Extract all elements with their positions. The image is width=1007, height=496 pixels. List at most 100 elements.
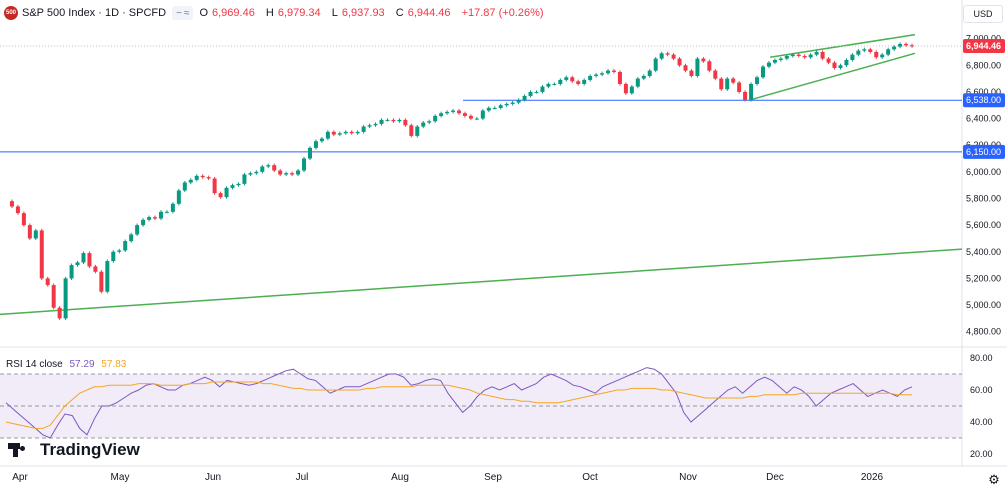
candle-body bbox=[272, 165, 277, 171]
rsi-tick-label: 40.00 bbox=[970, 417, 993, 427]
candle-body bbox=[260, 166, 265, 172]
candle-body bbox=[105, 261, 110, 292]
candle-body bbox=[451, 110, 456, 112]
candle-body bbox=[147, 217, 152, 220]
candle-body bbox=[409, 125, 414, 136]
price-tick-label: 5,800.00 bbox=[966, 193, 1001, 203]
last-price-text: 6,944.46 bbox=[966, 41, 1001, 51]
candle-body bbox=[826, 58, 831, 63]
candle-body bbox=[576, 81, 581, 84]
candle-body bbox=[534, 91, 539, 93]
candle-body bbox=[737, 82, 742, 92]
candle-body bbox=[796, 54, 801, 56]
rsi-header[interactable]: RSI 14 close 57.29 57.83 bbox=[6, 359, 126, 370]
candle-body bbox=[898, 43, 903, 47]
candle-body bbox=[421, 122, 426, 127]
candle-body bbox=[331, 131, 336, 135]
candle-body bbox=[760, 66, 765, 78]
candle-body bbox=[397, 119, 402, 122]
candle-body bbox=[540, 86, 545, 92]
compare-chip[interactable]: − ≈ bbox=[172, 6, 194, 20]
rsi-tick-label: 20.00 bbox=[970, 449, 993, 459]
high-value: 6,979.34 bbox=[277, 7, 321, 19]
candle-body bbox=[892, 46, 897, 50]
candle-body bbox=[284, 173, 289, 175]
candle-body bbox=[522, 95, 527, 100]
level-price-tag bbox=[963, 93, 1005, 108]
candle-body bbox=[27, 225, 32, 239]
candle-body bbox=[635, 78, 640, 87]
candle-body bbox=[772, 59, 777, 63]
candle-body bbox=[194, 175, 199, 180]
candle-body bbox=[361, 126, 366, 132]
candle-body bbox=[731, 78, 736, 83]
change-value: +17.87 (+0.26%) bbox=[461, 7, 544, 19]
candle-body bbox=[611, 70, 616, 72]
candle-body bbox=[45, 278, 50, 286]
candle-body bbox=[200, 175, 205, 178]
rsi-ma-value: 57.83 bbox=[101, 359, 127, 370]
candle-body bbox=[158, 211, 163, 219]
price-tick-label: 6,600.00 bbox=[966, 87, 1001, 97]
candle-body bbox=[492, 107, 497, 109]
candle-body bbox=[659, 53, 664, 59]
candle-body bbox=[838, 65, 843, 68]
candle-body bbox=[415, 126, 420, 136]
candle-body bbox=[170, 203, 175, 212]
gear-icon[interactable]: ⚙ bbox=[988, 472, 1000, 487]
candle-body bbox=[713, 70, 718, 79]
tradingview-logo[interactable]: TradingView bbox=[8, 440, 140, 460]
candle-body bbox=[212, 178, 217, 194]
candle-body bbox=[665, 53, 670, 55]
level-price-tag bbox=[963, 144, 1005, 159]
candle-body bbox=[93, 266, 98, 272]
candle-body bbox=[480, 110, 485, 119]
candle-body bbox=[313, 141, 318, 148]
time-tick-label: Nov bbox=[679, 472, 697, 483]
sp500-logo-icon: 500 bbox=[4, 6, 18, 20]
candle-body bbox=[558, 79, 563, 84]
candle-body bbox=[695, 58, 700, 76]
candle-body bbox=[856, 50, 861, 55]
candle-body bbox=[707, 61, 712, 71]
candle-body bbox=[689, 70, 694, 76]
currency-button[interactable]: USD bbox=[963, 5, 1003, 23]
candle-body bbox=[164, 211, 169, 213]
candle-body bbox=[236, 183, 241, 186]
candle-body bbox=[457, 110, 461, 114]
candle-body bbox=[403, 119, 408, 126]
chart-header: 500 S&P 500 Index · 1D · SPCFD − ≈ O 6,96… bbox=[4, 4, 548, 22]
time-tick-label: Sep bbox=[484, 472, 502, 483]
candle-body bbox=[504, 103, 509, 106]
time-tick-label: Aug bbox=[391, 472, 409, 483]
candle-body bbox=[808, 54, 813, 58]
candle-body bbox=[254, 171, 259, 174]
candle-body bbox=[725, 78, 730, 90]
candle-body bbox=[75, 262, 80, 266]
trend-line bbox=[0, 248, 963, 316]
candle-body bbox=[302, 158, 307, 171]
time-tick-label: Apr bbox=[12, 472, 28, 483]
candle-body bbox=[367, 125, 372, 127]
candle-body bbox=[117, 250, 122, 252]
minus-icon: − bbox=[176, 7, 182, 19]
candle-body bbox=[141, 219, 146, 226]
candle-body bbox=[153, 217, 158, 219]
candle-body bbox=[9, 201, 14, 207]
rsi-value: 57.29 bbox=[69, 359, 95, 370]
price-tick-label: 5,000.00 bbox=[966, 300, 1001, 310]
candle-body bbox=[87, 253, 92, 267]
symbol-title[interactable]: S&P 500 Index · 1D · SPCFD bbox=[22, 7, 167, 19]
time-tick-label: Oct bbox=[582, 472, 598, 483]
candle-body bbox=[176, 190, 181, 204]
candle-body bbox=[570, 77, 575, 82]
candle-body bbox=[373, 123, 378, 126]
candle-body bbox=[63, 278, 68, 319]
candle-body bbox=[474, 118, 479, 120]
rsi-tick-label: 80.00 bbox=[970, 353, 993, 363]
candle-body bbox=[653, 58, 658, 71]
candle-body bbox=[39, 230, 44, 279]
candle-body bbox=[766, 62, 771, 67]
candle-body bbox=[814, 51, 819, 55]
